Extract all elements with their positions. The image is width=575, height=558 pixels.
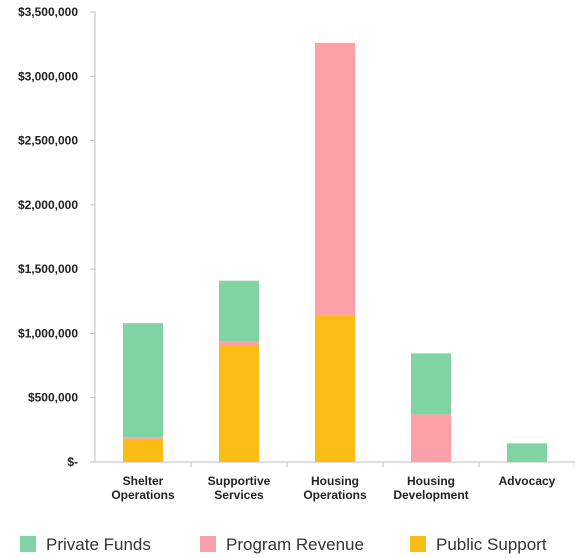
y-tick-label: $2,000,000 [18,198,78,212]
bar-program-revenue-supportive-services [219,341,259,345]
legend-swatch [20,536,36,552]
x-tick-label: Operations [111,488,175,502]
bar-public-support-supportive-services [219,345,259,462]
y-tick-label: $2,500,000 [18,134,78,148]
x-axis-tick-labels: ShelterOperationsSupportiveServicesHousi… [111,474,555,502]
y-tick-label: $1,000,000 [18,326,78,340]
legend-item-public-support: Public Support [410,535,547,554]
y-tick-label: $1,500,000 [18,262,78,276]
bar-program-revenue-shelter-operations [123,436,163,439]
x-tick-label: Shelter [123,474,164,488]
bar-private-funds-advocacy [507,443,547,462]
y-tick-label: $- [67,455,78,469]
legend-label: Private Funds [46,535,151,554]
legend-swatch [410,536,426,552]
legend-label: Program Revenue [226,535,364,554]
bar-program-revenue-housing-operations [315,42,355,316]
legend-item-program-revenue: Program Revenue [200,535,364,554]
legend-item-private-funds: Private Funds [20,535,151,554]
x-tick-label: Housing [311,474,359,488]
bar-private-funds-housing-development [411,353,451,415]
x-tick-label: Operations [303,488,367,502]
y-tick-label: $500,000 [28,391,78,405]
y-tick-label: $3,000,000 [18,69,78,83]
x-tick-label: Supportive [208,474,271,488]
chart-bars [123,42,547,462]
x-tick-label: Services [214,488,264,502]
y-tick-label: $3,500,000 [18,5,78,19]
bar-public-support-shelter-operations [123,438,163,462]
bar-private-funds-supportive-services [219,280,259,342]
y-axis-tick-labels: $- $500,000 $1,000,000 $1,500,000 $2,000,000… [18,5,78,469]
x-tick-label: Housing [407,474,455,488]
x-tick-label: Advocacy [499,474,556,488]
x-tick-label: Development [393,488,468,502]
bar-public-support-housing-operations [315,315,355,462]
chart-axes [90,11,575,467]
legend-swatch [200,536,216,552]
chart-legend: Private Funds Program Revenue Public Suppo… [20,535,547,554]
bar-program-revenue-housing-development [411,414,451,462]
bar-private-funds-shelter-operations [123,323,163,437]
legend-label: Public Support [436,535,547,554]
